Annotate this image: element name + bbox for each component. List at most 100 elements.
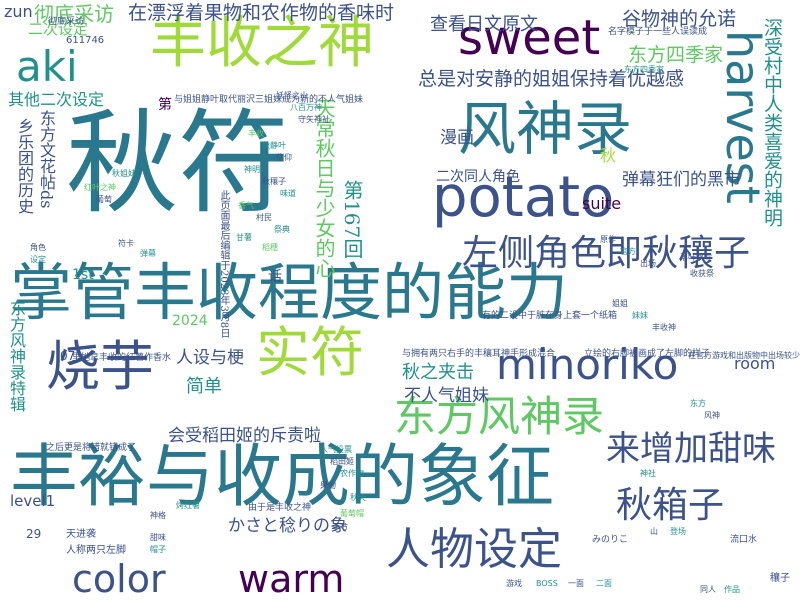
word-lihui: 立绘的右脚被画成了左脚的样子	[584, 349, 711, 359]
word-fengshen: 风神	[704, 411, 720, 420]
word-shenge: 神格	[150, 511, 166, 520]
word-qiuxiangzi: 秋箱子	[616, 485, 725, 526]
word-dongfangsiji: 东方四季家	[628, 44, 724, 66]
word-rangzi: 穰子	[770, 573, 790, 584]
word-shouhuoji: 收获祭	[690, 269, 714, 278]
word-shenshe: 神社	[640, 469, 656, 478]
word-guowu: 果物	[320, 481, 336, 490]
word-hua: 话	[268, 269, 282, 285]
word-dongfangfengshenlu: 东方风神录	[394, 392, 605, 441]
word-danmu-small: 弹幕	[140, 249, 156, 258]
word-juese: 角色	[30, 243, 46, 252]
word-guanfang-small: 官方	[620, 247, 636, 256]
word-youyu: 由于是丰收之神	[248, 503, 312, 513]
word-hongshu-xiangshui: 里她拿丰收的红薯作香水	[72, 353, 172, 363]
word-shenming: 神明	[244, 165, 260, 174]
word-danmu: 弹幕狂们的黑市	[622, 170, 741, 190]
word-di: 第	[158, 97, 172, 113]
word-boss: BOSS	[536, 579, 558, 588]
word-renchen: 人称两只左脚	[66, 545, 126, 556]
word-chakan: 查看日文原文	[430, 14, 538, 35]
word-potato: potato	[432, 165, 615, 230]
word-weidao: 味道	[280, 189, 296, 198]
word-huishou: 会受稻田姬的斥责啦	[168, 426, 321, 446]
word-cunmin: 村民	[256, 213, 272, 222]
word-suite: suite	[582, 194, 622, 213]
word-fengshouzhishen: 丰收之神	[150, 11, 374, 76]
word-kasato: かさと稔りの象	[228, 516, 347, 536]
word-dongfang: 东方	[690, 399, 706, 408]
word-tianchang: 天常秋日与少女的心	[312, 98, 336, 278]
word-1st: 1st	[72, 267, 94, 283]
word-qiujiemei: 秋姐妹	[112, 169, 136, 178]
word-chedicaifang: 彻底采访	[34, 2, 114, 26]
word-jiejie: 姐姐	[612, 299, 628, 308]
word-29: 29	[26, 527, 42, 541]
word-qitaerci: 其他二次设定	[8, 90, 105, 109]
word-guwushen: 谷物神的允诺	[622, 8, 737, 30]
word-zhixiang: 有的二设中于脏在身上套一个纸箱	[482, 311, 618, 321]
word-manhua: 漫画	[440, 128, 474, 148]
word-renqitoupiao: 人气投票	[320, 445, 352, 454]
word-ercisheding: 二次设定	[28, 20, 89, 38]
word-harvest: harvest	[716, 30, 770, 204]
word-nongzuowu: 农作物	[340, 469, 364, 478]
word-611746: 611746	[66, 35, 105, 46]
word-level1: level1	[10, 492, 56, 510]
word-guanfang: 在官方游戏和出版物中出场较少	[688, 351, 800, 360]
word-tongren: 同人	[700, 585, 716, 594]
word-2024: 2024	[172, 313, 208, 329]
word-shouya: 守矢神社	[298, 115, 330, 124]
word-jidian: 祭典	[274, 225, 290, 234]
word-zuopin: 作品	[724, 585, 740, 594]
word-xinyang: 信仰	[276, 153, 292, 162]
word-burenqi: 不人气姐妹	[404, 386, 489, 406]
word-fengyu: 丰裕与收成的象征	[10, 438, 555, 517]
word-zun: zun	[4, 2, 33, 21]
word-dengchang: 登场	[670, 527, 686, 536]
word-daotianji: 稻田姬	[330, 457, 354, 466]
word-jijie: 季节	[332, 523, 348, 532]
word-youxi: 游戏	[506, 579, 522, 588]
word-yimian: 一面	[568, 579, 584, 588]
word-ganshu: 甘薯	[236, 233, 252, 242]
word-aki: aki	[16, 42, 78, 91]
word-putaomao: 葡萄帽	[340, 509, 364, 518]
word-meimei: 妹妹	[632, 311, 648, 320]
word-putao: 葡萄	[96, 195, 112, 204]
word-zuoce: 左侧角色即秋穰子	[462, 233, 751, 274]
word-babaiwan: 八百万神	[290, 103, 322, 112]
word-chuchang: 出场	[640, 259, 656, 268]
word-fengshou: 丰收	[248, 129, 264, 138]
word-qiuzhijiaji: 秋之夹击	[402, 362, 474, 383]
word-shifu: 实符	[256, 321, 364, 384]
word-tianjinxi: 天进袭	[66, 529, 96, 540]
word-wudu: 名字模子于一些人误读成	[608, 27, 708, 37]
word-shaoyu: 烧芋	[46, 335, 154, 398]
word-liangzhi-youshou: 与拥有两只右手的丰穰耳神手形成混合	[402, 349, 556, 359]
word-qiu: 秋	[600, 146, 617, 165]
word-tianwei: 甜味	[150, 533, 166, 542]
word-minoriko: minoriko	[496, 340, 679, 389]
word-sheding: 设定	[30, 255, 46, 264]
word-color: color	[72, 557, 166, 600]
word-wenhuatie: 东方文花帖ds	[37, 110, 56, 209]
word-last-edit: 此页面最后编辑于2023年3月8日	[218, 190, 229, 339]
word-hongye: 红叶之神	[84, 183, 116, 192]
word-siji-small: 东方四季家	[624, 65, 664, 74]
word-fuka: 符卡	[118, 239, 134, 248]
word-zhangguan: 掌管丰收程度的能力	[10, 256, 569, 329]
word-shan: 山	[650, 527, 658, 536]
word-renshe: 人设与梗	[176, 348, 244, 368]
word-daosui: 稻穗	[262, 243, 278, 252]
word-jiangcuo: 之后更是将错就错成了	[46, 443, 137, 453]
word-luoye: 落叶飘零	[680, 253, 712, 262]
word-07: 07	[60, 349, 76, 363]
word-fengshenlu: 风神录	[458, 95, 633, 163]
word-room: room	[734, 354, 776, 373]
word-shenshou: 深受村中人类喜爱的神明	[761, 18, 783, 227]
word-maozi: 帽子	[150, 545, 166, 554]
word-yaoguai: 妖怪之山	[276, 91, 308, 100]
word-laizengjia: 来增加甜味	[606, 429, 776, 469]
